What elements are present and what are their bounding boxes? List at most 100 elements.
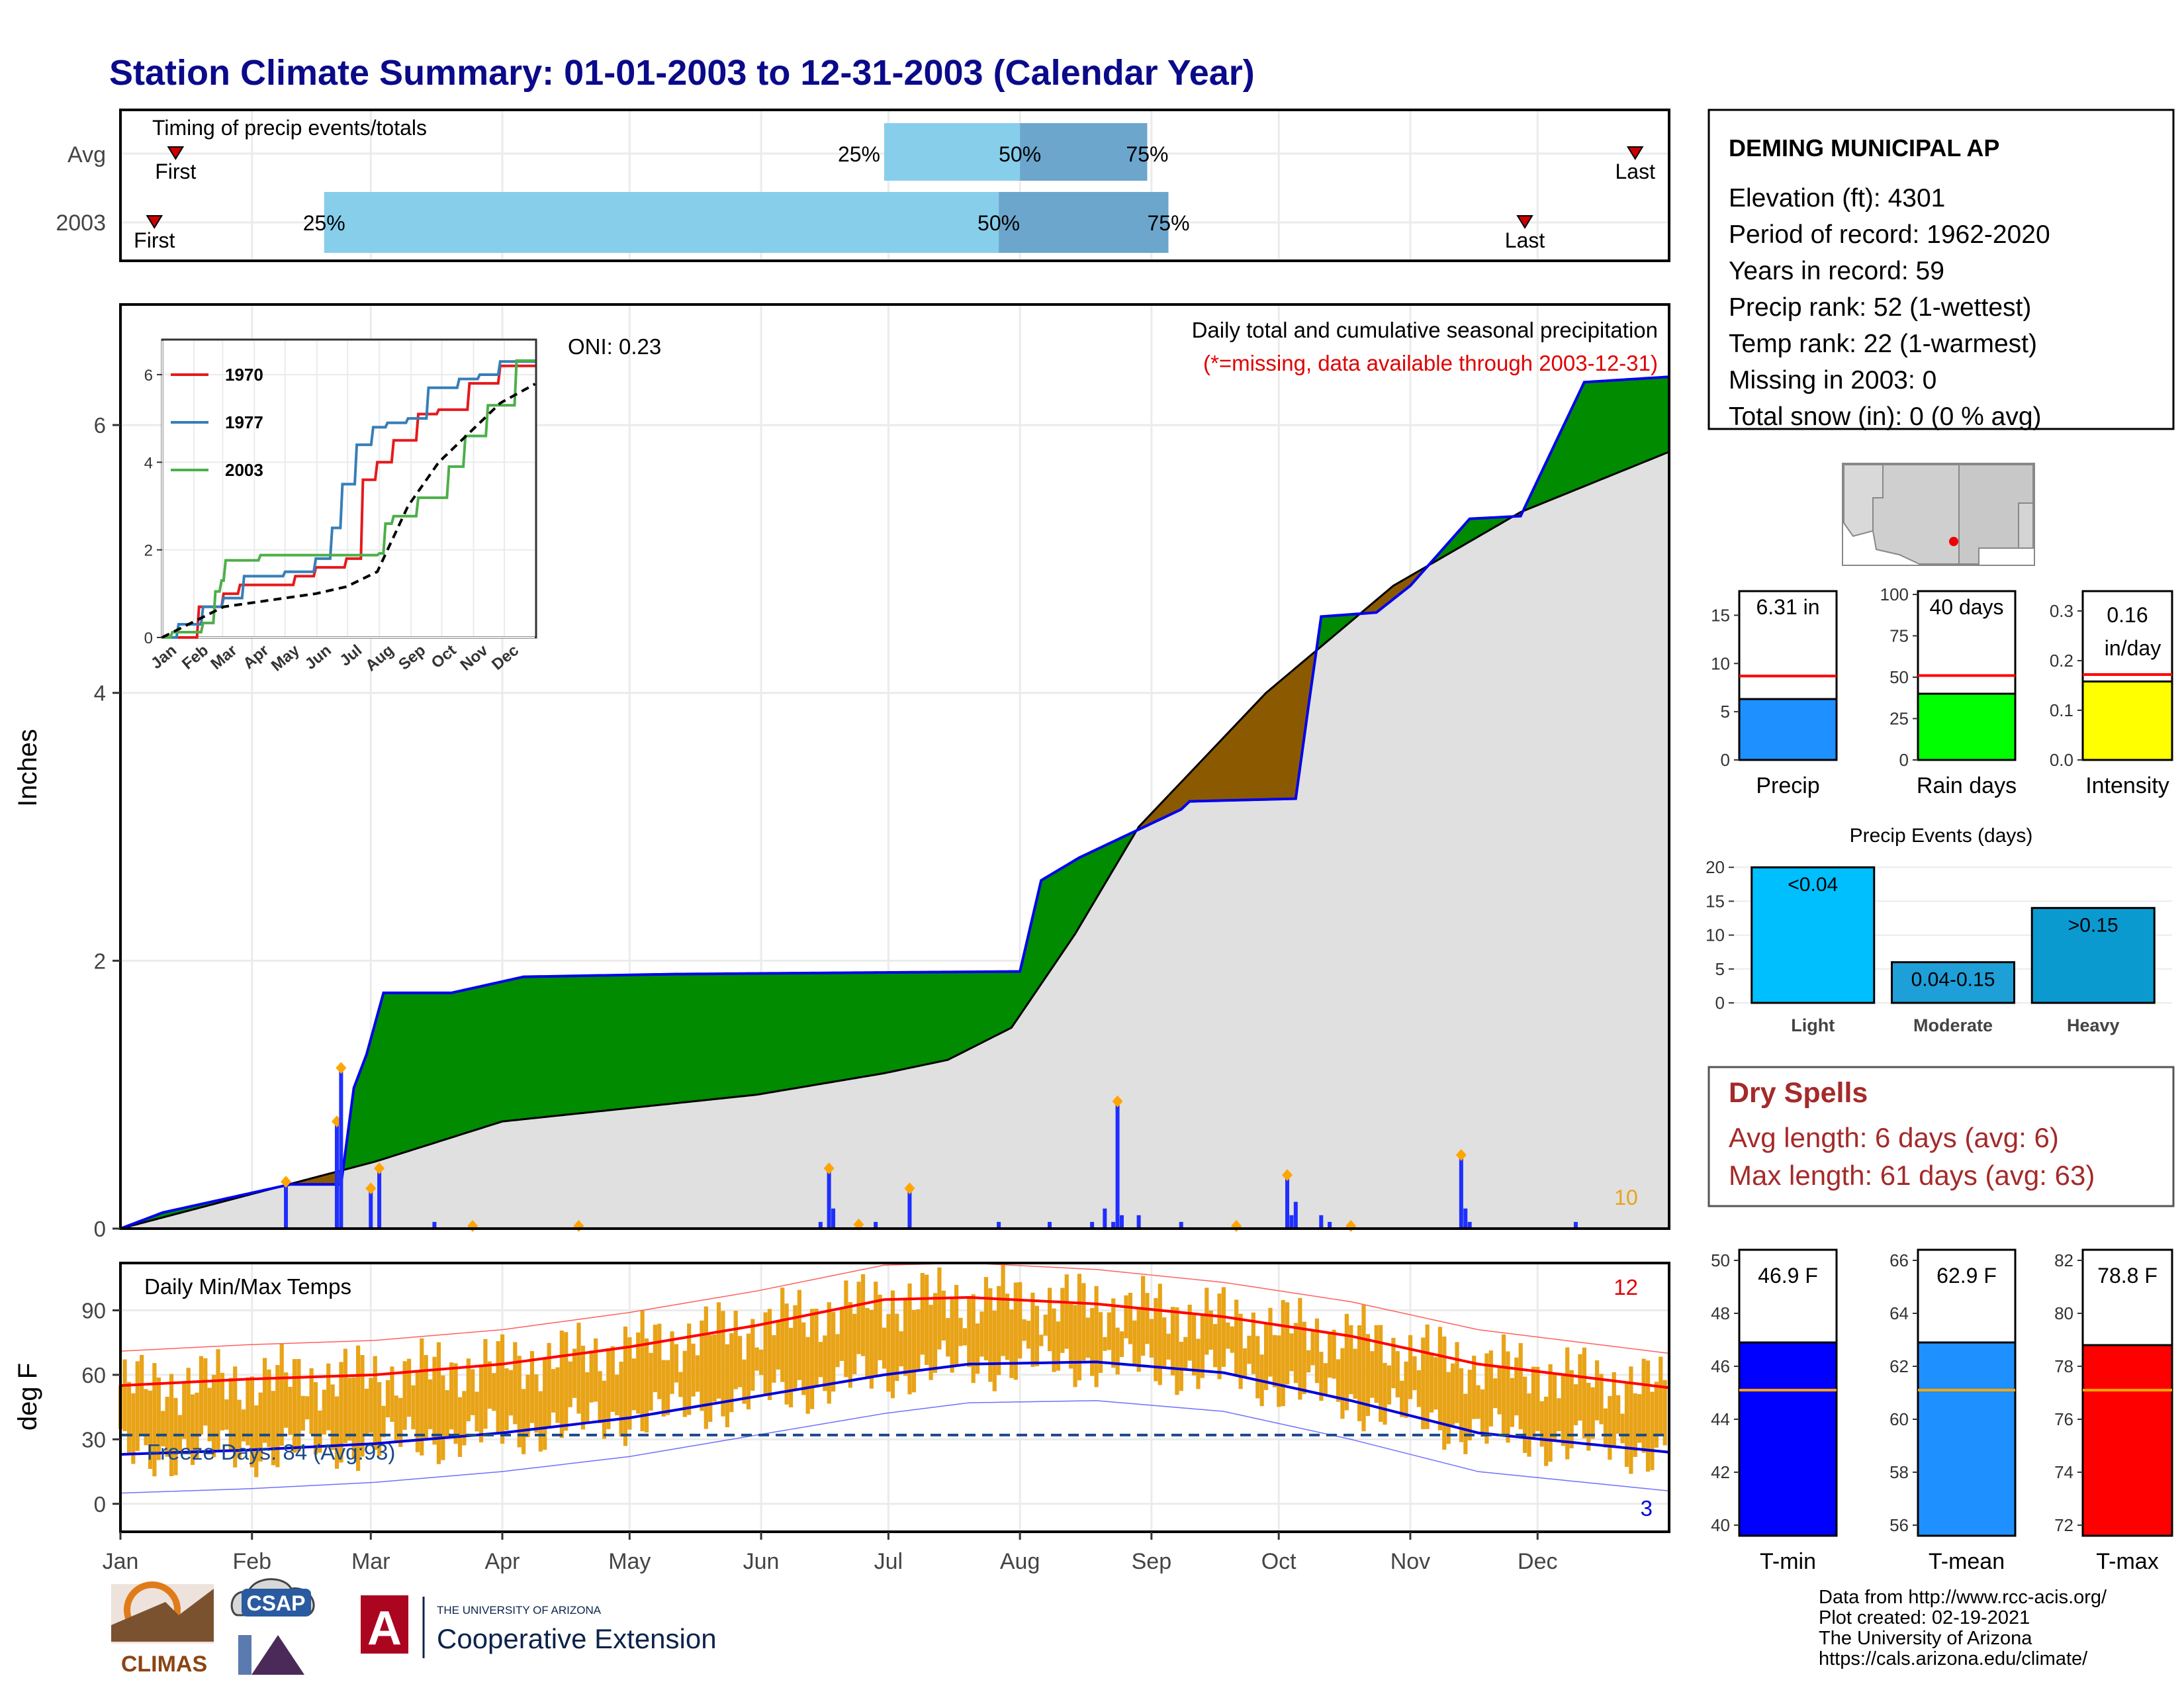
temp-bar-tick-label: 40: [1711, 1515, 1730, 1535]
daily-temp-bar: [551, 1369, 556, 1413]
daily-temp-bar: [1226, 1322, 1230, 1349]
daily-temp-bar: [1234, 1299, 1239, 1377]
daily-temp-bar: [237, 1399, 242, 1458]
temp-y-tick-label: 30: [81, 1427, 106, 1452]
daily-temp-bar: [907, 1283, 912, 1395]
inset-line-average: [161, 383, 536, 639]
freeze-days-label: Freeze Days: 84 (Avg:93): [147, 1440, 395, 1464]
daily-temp-bar: [666, 1360, 670, 1415]
precip-panel-subtitle: (*=missing, data available through 2003-…: [1203, 351, 1658, 375]
month-label: Jul: [874, 1549, 903, 1574]
daily-temp-bar: [212, 1374, 216, 1458]
daily-temp-bar: [1107, 1312, 1111, 1350]
csap-badge: [242, 1589, 311, 1617]
daily-temp-bar: [1608, 1395, 1612, 1460]
summary-bar-tick-label: 50: [1889, 667, 1909, 687]
dry-spells-frame: [1707, 1066, 2175, 1207]
summary-bar-tick-label: 0.2: [2050, 651, 2073, 671]
daily-temp-bar: [971, 1294, 976, 1383]
timing-q50-label: 50%: [999, 142, 1041, 166]
daily-temp-bar: [148, 1390, 153, 1469]
ua-logo-small-text: THE UNIVERSITY OF ARIZONA: [437, 1604, 602, 1617]
month-label: May: [608, 1549, 651, 1574]
daily-temp-bar: [313, 1382, 318, 1455]
daily-temp-bar: [424, 1354, 428, 1438]
temp-bar-label: T-min: [1760, 1549, 1816, 1574]
temp-bar-tick-label: 50: [1711, 1250, 1730, 1270]
summary-bar-label: Intensity: [2085, 773, 2169, 798]
daily-temp-bar: [462, 1391, 467, 1446]
daily-temp-bar: [1048, 1288, 1052, 1352]
daily-temp-bar: [126, 1382, 132, 1453]
daily-temp-bar: [1141, 1276, 1146, 1356]
daily-temp-bar: [538, 1391, 543, 1452]
daily-precip-bar: [377, 1168, 382, 1229]
temp-bar-tick-label: 60: [1889, 1409, 1909, 1429]
daily-temp-bar: [1442, 1336, 1447, 1450]
daily-temp-bar: [1166, 1333, 1171, 1360]
daily-temp-bar: [547, 1342, 551, 1427]
precip-event-marker: [1282, 1169, 1293, 1182]
timing-first-label: First: [134, 228, 175, 252]
climas-logo: CLIMAS: [111, 1581, 214, 1677]
summary-bar-tick-label: 0.0: [2050, 750, 2073, 770]
daily-temp-bar: [508, 1370, 514, 1416]
daily-temp-bar: [1374, 1325, 1379, 1403]
daily-temp-bar: [233, 1366, 238, 1468]
daily-temp-bar: [1323, 1363, 1328, 1395]
daily-temp-bar: [886, 1314, 891, 1392]
daily-temp-bar: [360, 1354, 365, 1457]
daily-temp-bar: [827, 1302, 831, 1404]
daily-temp-bar: [716, 1302, 721, 1399]
daily-temp-bar: [1111, 1298, 1116, 1368]
daily-temp-bar: [411, 1385, 416, 1430]
daily-temp-bar: [1272, 1335, 1277, 1387]
daily-temp-bar: [1451, 1363, 1455, 1425]
daily-temp-bar: [322, 1389, 326, 1435]
daily-temp-bar: [1645, 1360, 1651, 1472]
daily-temp-bar: [1170, 1307, 1175, 1376]
daily-temp-bar: [925, 1274, 929, 1365]
events-bar-label: Light: [1791, 1015, 1835, 1035]
daily-temp-bar: [186, 1368, 191, 1450]
summary-bar-tick-label: 0: [1721, 750, 1730, 770]
daily-temp-bar: [525, 1374, 530, 1438]
month-label: Sep: [1132, 1549, 1172, 1574]
month-label: Nov: [1390, 1549, 1430, 1574]
daily-temp-bar: [1281, 1299, 1285, 1407]
summary-bar-tick-label: 0: [1899, 750, 1909, 770]
climas-logo-text: CLIMAS: [121, 1652, 207, 1677]
daily-temp-bar: [644, 1338, 649, 1433]
daily-precip-bar: [339, 1068, 343, 1229]
temp-bar-label: T-max: [2096, 1549, 2158, 1574]
ua-logo-letter: A: [367, 1602, 402, 1655]
summary-bar-tick-label: 75: [1889, 626, 1909, 646]
daily-temp-bar: [275, 1365, 280, 1468]
daily-temp-bar: [729, 1333, 734, 1413]
inset-y-tick-label: 6: [144, 367, 153, 385]
daily-temp-bar: [976, 1323, 980, 1374]
temp-bar-t-max: [2081, 1344, 2173, 1537]
daily-temp-bar: [929, 1305, 933, 1380]
daily-temp-bar: [216, 1349, 220, 1450]
daily-temp-bar: [962, 1328, 967, 1346]
temp-frame: [119, 1262, 1670, 1533]
inset-y-tick-label: 4: [144, 454, 153, 472]
daily-temp-bar: [300, 1395, 305, 1431]
daily-temp-bar: [250, 1376, 254, 1468]
daily-temp-bar: [394, 1395, 398, 1442]
daily-temp-bar: [385, 1380, 390, 1418]
daily-temp-bar: [1145, 1293, 1150, 1344]
daily-temp-bar: [356, 1345, 361, 1472]
daily-precip-bar: [827, 1168, 831, 1229]
temp-bar-tick-label: 78: [2054, 1356, 2073, 1376]
station-temp-rank: Temp rank: 22 (1-warmest): [1729, 330, 2037, 358]
daily-temp-bar: [874, 1282, 878, 1376]
daily-temp-bar: [890, 1290, 895, 1399]
daily-temp-bar: [954, 1285, 959, 1366]
events-bar-light: [1751, 866, 1876, 1004]
daily-temp-bar: [1582, 1347, 1586, 1438]
footer-line-2: Plot created: 02-19-2021: [1819, 1607, 2030, 1628]
daily-precip-bar: [1463, 1208, 1468, 1229]
